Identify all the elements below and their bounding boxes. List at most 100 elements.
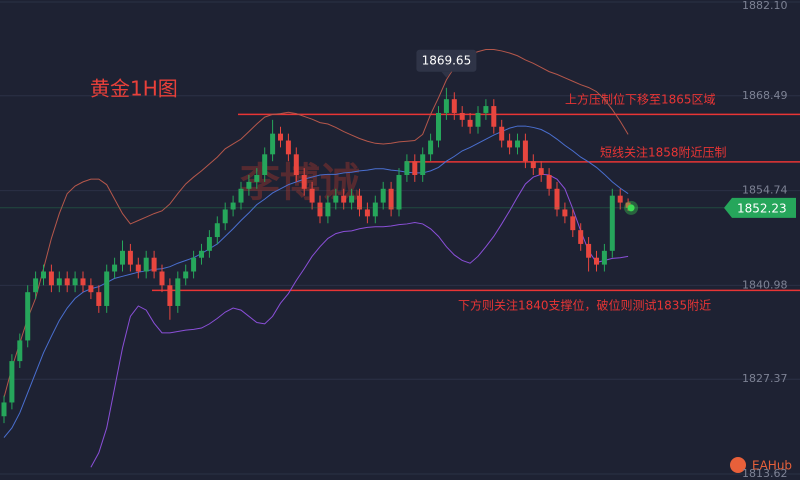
candle-body xyxy=(609,195,615,251)
candle-body xyxy=(554,188,560,210)
candle-body xyxy=(222,209,228,224)
watermark: 李博诚 xyxy=(240,160,360,206)
candle-body xyxy=(388,188,394,210)
candle-body xyxy=(594,257,599,265)
candle-body xyxy=(459,112,465,120)
candle-body xyxy=(159,271,165,286)
candle-body xyxy=(380,188,386,203)
candle-body xyxy=(483,106,489,113)
candle-body xyxy=(475,112,481,127)
candle-body xyxy=(349,195,355,203)
candle-body xyxy=(625,202,631,208)
candle-body xyxy=(443,99,449,113)
brand: EAHub xyxy=(752,459,792,473)
candle-body xyxy=(451,99,457,113)
candle-body xyxy=(601,250,607,265)
candle-body xyxy=(41,271,46,279)
candle-body xyxy=(80,278,86,286)
price-dot xyxy=(627,204,635,212)
candle-body xyxy=(254,175,260,182)
candle-body xyxy=(325,202,331,217)
candle-body xyxy=(293,154,299,176)
candle-body xyxy=(428,140,434,155)
annotation: 下方则关注1840支撑位，破位则测试1835附近 xyxy=(458,298,711,313)
candle-body xyxy=(364,209,370,217)
candle-body xyxy=(285,140,291,155)
callout-box xyxy=(416,49,477,72)
candle-body xyxy=(404,161,410,176)
candle-body xyxy=(199,250,204,258)
candle-body xyxy=(491,106,497,127)
candle-body xyxy=(175,278,181,306)
candle-body xyxy=(522,140,528,162)
candle-body xyxy=(278,133,283,141)
candle-body xyxy=(341,195,347,203)
band-line xyxy=(90,173,629,468)
candle-body xyxy=(570,216,576,231)
candle-body xyxy=(230,202,236,210)
candle-body xyxy=(617,195,623,203)
candle-body xyxy=(96,292,102,306)
candle-body xyxy=(88,285,94,293)
candle-body xyxy=(214,223,220,238)
candle-body xyxy=(578,230,584,244)
candle-body xyxy=(333,195,339,203)
annotation: 上方压制位下移至1865区域 xyxy=(565,92,716,107)
candle-body xyxy=(499,126,505,141)
candle-body xyxy=(357,195,362,210)
candle-body xyxy=(246,181,252,189)
y-tick-label: 1854.74 xyxy=(742,184,788,197)
candle-body xyxy=(167,285,173,306)
candle-body xyxy=(586,243,592,258)
price-tag xyxy=(724,197,796,218)
candle-body xyxy=(143,257,149,272)
y-tick-label: 1827.37 xyxy=(742,372,788,385)
candle-body xyxy=(64,278,70,286)
band-line xyxy=(3,49,629,398)
candle-body xyxy=(396,175,402,210)
candle-body xyxy=(436,112,441,141)
candle-body xyxy=(72,278,78,286)
candle-body xyxy=(317,202,323,217)
price-label: 1852.23 xyxy=(737,201,787,215)
candle-body xyxy=(530,161,536,169)
brand-logo xyxy=(730,457,746,473)
candle-body xyxy=(238,188,244,203)
candle-body xyxy=(17,340,23,362)
candle-body xyxy=(56,278,62,286)
candle-body xyxy=(104,271,110,306)
y-tick-label: 1882.10 xyxy=(742,0,788,12)
candle-body xyxy=(467,119,473,127)
candle-body xyxy=(1,402,7,417)
annotation: 短线关注1858附近压制 xyxy=(600,145,727,160)
candle-body xyxy=(372,202,378,217)
chart-title: 黄金1H图 xyxy=(90,77,178,101)
candle-body xyxy=(151,257,157,272)
candle-body xyxy=(301,175,307,189)
candle-body xyxy=(191,257,197,272)
candle-body xyxy=(507,140,513,148)
candle-body xyxy=(33,278,39,293)
candle-body xyxy=(112,264,118,272)
candle-body xyxy=(309,188,315,203)
candle-body xyxy=(25,292,31,341)
candle-body xyxy=(562,209,568,217)
candle-body xyxy=(120,250,125,265)
candle-body xyxy=(538,168,544,176)
candle-body xyxy=(420,154,426,176)
candle-body xyxy=(135,264,141,272)
callout-pointer xyxy=(441,71,452,78)
candle-body xyxy=(206,237,212,251)
y-tick-label: 1868.49 xyxy=(742,89,788,102)
candle-body xyxy=(515,140,520,148)
y-tick-label: 1840.98 xyxy=(742,278,788,291)
candle-body xyxy=(127,250,133,265)
candle-body xyxy=(9,361,15,403)
candle-body xyxy=(48,271,54,286)
y-tick-label: 1813.62 xyxy=(742,467,788,480)
candle-body xyxy=(546,175,552,189)
candle-body xyxy=(262,154,268,176)
max-label: 1869.65 xyxy=(422,53,472,67)
